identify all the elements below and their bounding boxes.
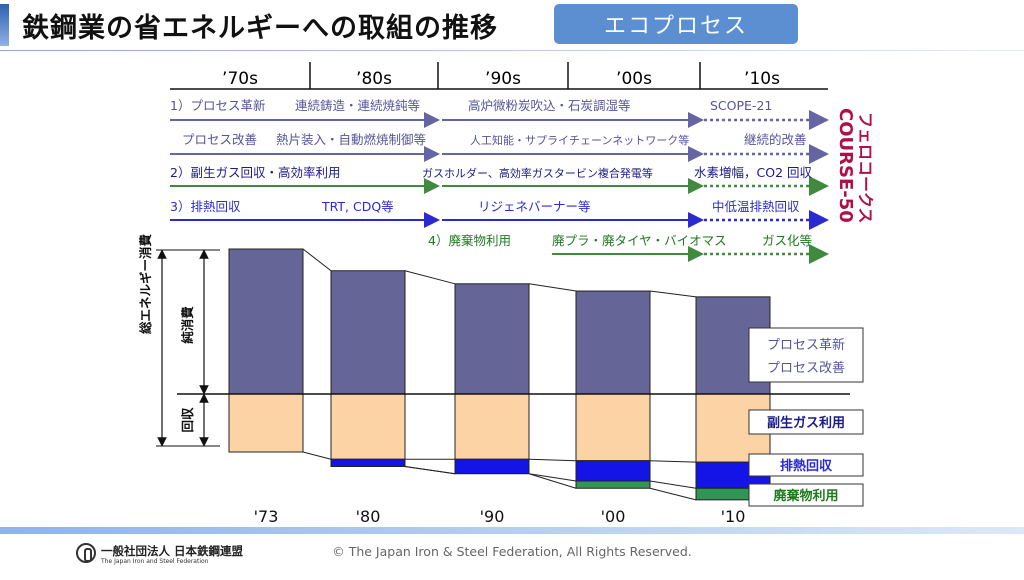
bar-segment-waste-use [575,480,651,489]
bar-connector [649,290,697,298]
bar-segment-net [575,290,651,395]
legend-process-innovation: プロセス革新 [767,337,845,353]
row-label: 3）排熱回収 [170,199,241,214]
row-label: 2）副生ガス回収・高効率利用 [170,165,340,180]
row-item: 高炉微粉炭吹込・石炭調湿等 [468,98,631,113]
net-consumption-label: 純消費 [180,306,195,344]
bar-segment-waste-heat [575,460,651,482]
course50-label: COURSE-50 フェロコークス [835,108,875,224]
row-item: ガス化等 [762,233,812,248]
bar-connector [404,270,456,285]
legend-process-improvement: プロセス改善 [767,360,845,376]
ferro-coke-text: フェロコークス [856,112,875,224]
footer-bar [0,527,1024,534]
decade-label: ’10s [744,69,780,89]
decade-label: ’70s [222,69,258,89]
recovery-label: 回収 [180,407,195,433]
row-item: 水素増幅，CO2 回収 [694,165,812,180]
bar-segment-net [228,248,304,395]
bar-segment-net [330,270,406,395]
bar-segment-byproduct-gas [228,393,304,453]
bar-connector [302,248,332,272]
bar-segment-byproduct-gas [454,393,530,460]
row-label: プロセス改善 [182,132,257,147]
row-item: 連続鋳造・連続焼鈍等 [295,98,420,113]
copyright: © The Japan Iron & Steel Federation, All… [332,544,692,559]
bar-segment-net [454,283,530,395]
legend-byproduct-gas: 副生ガス利用 [767,415,845,431]
row-item: 熱片装入・自動燃焼制御等 [276,132,426,147]
legend-waste-heat: 排熱回収 [780,458,833,474]
row-item: リジェネバーナー等 [478,199,591,214]
row-item: TRT, CDQ等 [321,199,394,214]
row-item: 継続的改善 [744,132,807,147]
legend-heat-box [748,453,864,477]
row-label: 4）廃棄物利用 [428,233,511,248]
decade-label: ’90s [485,69,521,89]
bar-connector [404,466,456,475]
total-consumption-label: 総エネルギー消費 [138,234,153,335]
federation-logo-icon [76,543,96,563]
course50-text: COURSE-50 [835,108,856,223]
row-label: 1）プロセス革新 [170,98,265,113]
bar-connector [302,451,332,460]
title-accent-bar [0,4,9,46]
bar-segment-byproduct-gas [330,393,406,460]
title-divider [0,50,1024,51]
row-item: 人工知能・サプライチェーンネットワーク等 [470,133,689,147]
row-item: ガスホルダー、高効率ガスタービン複合発電等 [422,166,653,180]
bar-connector [528,473,577,482]
chart-axis-labels: 総エネルギー消費 純消費 回収 [138,234,220,447]
row-item: 中低温排熱回収 [712,199,800,214]
timeline-row-process-innovation: 1）プロセス革新 連続鋳造・連続焼鈍等 高炉微粉炭吹込・石炭調湿等 SCOPE-… [170,98,829,130]
stacked-bars: '73 '80 '90 '00 '10 [228,248,771,526]
year-tick-label: '00 [601,507,626,526]
row-item: 廃プラ・廃タイヤ・バイオマス [552,233,727,248]
legend: プロセス革新 プロセス改善 副生ガス利用 排熱回収 廃棄物利用 [748,327,864,507]
legend-waste-box [748,483,864,507]
decade-label: ’80s [356,69,392,89]
decade-label: ’00s [616,69,652,89]
bar-connector [649,480,697,489]
bar-segment-waste-heat [454,458,530,475]
year-tick-label: '10 [721,507,746,526]
timeline-row-waste-heat: 3）排熱回収 TRT, CDQ等 リジェネバーナー等 中低温排熱回収 [170,199,829,230]
legend-gas-box [748,409,864,435]
bar-connector [528,283,577,292]
decade-header: ’70s ’80s ’90s ’00s ’10s [170,62,828,90]
eco-process-badge: エコプロセス [554,4,798,44]
federation-logo-subtext: The Japan Iron and Steel Federation [101,558,209,565]
legend-waste-use: 廃棄物利用 [772,488,838,504]
timeline-row-byproduct-gas: 2）副生ガス回収・高効率利用 ガスホルダー、高効率ガスタービン複合発電等 水素増… [170,165,829,196]
page-title: 鉄鋼業の省エネルギーへの取組の推移 [22,13,498,44]
bar-segment-byproduct-gas [575,393,651,462]
federation-logo-text: 一般社団法人 日本鉄鋼連盟 [101,544,244,558]
bar-connector [649,460,697,463]
year-tick-label: '73 [254,507,279,526]
bar-connector [528,473,577,489]
year-tick-label: '80 [356,507,381,526]
bar-connector [528,458,577,462]
bar-connector [649,487,697,501]
year-tick-label: '90 [480,507,505,526]
legend-process-box [748,327,864,383]
bar-segment-waste-heat [330,458,406,467]
row-item: SCOPE-21 [710,98,772,113]
timeline-row-waste-use: 4）廃棄物利用 廃プラ・廃タイヤ・バイオマス ガス化等 [428,233,829,264]
timeline-row-process-improvement: プロセス改善 熱片装入・自動燃焼制御等 人工知能・サプライチェーンネットワーク等… [170,132,829,164]
